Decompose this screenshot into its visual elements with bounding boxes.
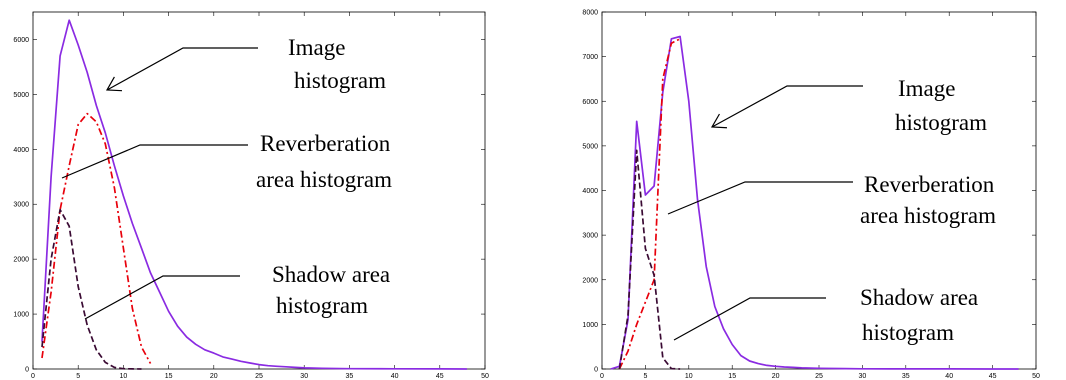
x-tick-label: 25 xyxy=(255,373,263,380)
y-tick-label: 1000 xyxy=(582,322,598,329)
x-tick-label: 45 xyxy=(989,373,997,380)
annotation-text: Image xyxy=(288,35,345,60)
x-tick-label: 5 xyxy=(76,373,80,380)
annotation-text: histogram xyxy=(276,293,368,318)
annotation-text: histogram xyxy=(895,110,987,135)
annotation-pointer-2 xyxy=(673,297,826,341)
x-tick-label: 15 xyxy=(165,373,173,380)
annotation-text: Reverberation xyxy=(260,131,391,156)
y-tick-label: 3000 xyxy=(13,202,29,209)
y-tick-label: 0 xyxy=(594,367,598,374)
series-line-0 xyxy=(610,35,1019,370)
series-line-2 xyxy=(41,208,142,370)
y-tick-label: 0 xyxy=(25,367,29,374)
y-tick-label: 5000 xyxy=(582,143,598,150)
x-tick-label: 30 xyxy=(300,373,308,380)
annotation-text: histogram xyxy=(862,320,954,345)
y-tick-label: 3000 xyxy=(582,233,598,240)
x-tick-label: 0 xyxy=(600,373,604,380)
annotation-text: histogram xyxy=(294,68,386,93)
x-tick-label: 40 xyxy=(945,373,953,380)
annotation-pointer-0 xyxy=(106,47,258,91)
x-tick-label: 30 xyxy=(859,373,867,380)
x-tick-label: 15 xyxy=(728,373,736,380)
y-tick-label: 4000 xyxy=(582,188,598,195)
series-line-1 xyxy=(41,112,152,364)
annotation-text: area histogram xyxy=(256,167,392,192)
y-tick-label: 5000 xyxy=(13,92,29,99)
series-line-2 xyxy=(618,149,681,370)
y-tick-label: 2000 xyxy=(582,277,598,284)
x-tick-label: 40 xyxy=(391,373,399,380)
x-tick-label: 25 xyxy=(815,373,823,380)
x-tick-label: 50 xyxy=(1032,373,1040,380)
annotation-arrowhead-0 xyxy=(710,113,728,129)
x-tick-label: 5 xyxy=(643,373,647,380)
y-tick-label: 6000 xyxy=(582,99,598,106)
y-tick-label: 2000 xyxy=(13,257,29,264)
x-tick-label: 35 xyxy=(346,373,354,380)
x-tick-label: 45 xyxy=(436,373,444,380)
left-chart: 0 5 10 15 20 25 30 35 40 45 50 0 1000 2000 3000 4000 500… xyxy=(13,11,489,380)
annotation-pointer-1 xyxy=(667,181,853,215)
x-tick-label: 10 xyxy=(685,373,693,380)
annotation-text: Shadow area xyxy=(860,285,978,310)
annotation-pointer-2 xyxy=(84,275,240,320)
annotation-text: Shadow area xyxy=(272,262,390,287)
annotation-text: Reverberation xyxy=(864,172,995,197)
y-tick-label: 7000 xyxy=(582,54,598,61)
y-tick-label: 1000 xyxy=(13,312,29,319)
series-line-0 xyxy=(41,19,467,370)
x-tick-label: 20 xyxy=(772,373,780,380)
annotation-pointer-0 xyxy=(711,85,863,128)
right-chart: 0 5 10 15 20 25 30 35 40 45 50 0 1000 2000 3000 4000 500… xyxy=(582,10,1040,380)
y-tick-label: 8000 xyxy=(582,10,598,17)
annotation-text: Image xyxy=(898,76,955,101)
annotation-arrowhead-0 xyxy=(105,76,123,92)
x-tick-label: 50 xyxy=(481,373,489,380)
annotation-pointer-1 xyxy=(61,144,248,179)
x-tick-label: 20 xyxy=(210,373,218,380)
x-tick-label: 0 xyxy=(31,373,35,380)
y-tick-label: 6000 xyxy=(13,37,29,44)
annotation-text: area histogram xyxy=(860,203,996,228)
y-tick-label: 4000 xyxy=(13,147,29,154)
x-tick-label: 10 xyxy=(120,373,128,380)
x-tick-label: 35 xyxy=(902,373,910,380)
